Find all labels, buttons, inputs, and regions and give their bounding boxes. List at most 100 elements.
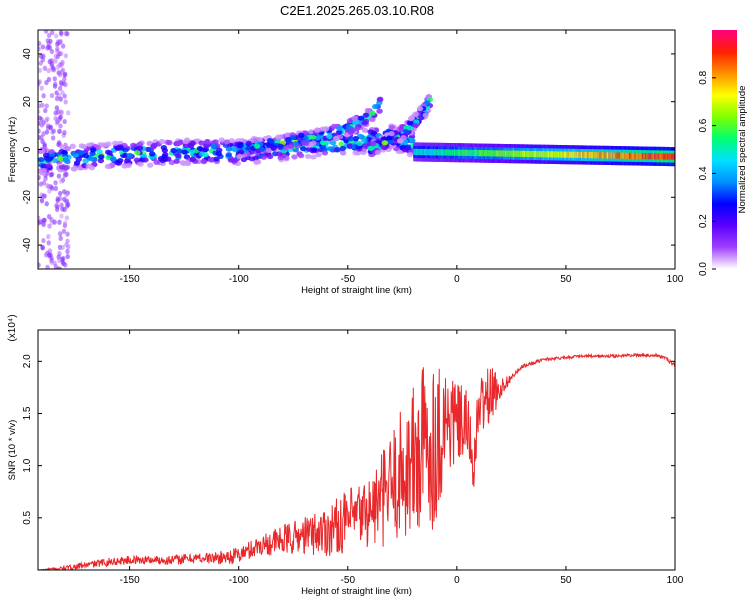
heatmap-cell [546,151,549,158]
heatmap-cell [635,152,638,160]
heatmap-cell [43,30,49,34]
heatmap-cell [253,159,260,165]
x-axis-label: Height of straight line (km) [301,586,412,597]
heatmap-cell [600,152,603,159]
heatmap-cell [466,149,470,156]
heatmap-cell [38,157,45,163]
heatmap-cell [147,162,154,168]
heatmap-cell [464,149,467,156]
heatmap-cell [62,220,68,226]
heatmap-cell [55,196,60,202]
heatmap-cell [334,147,342,153]
heatmap-cell [673,153,675,160]
heatmap-cell [260,154,268,160]
heatmap-cell [595,152,598,159]
heatmap-cell [82,153,90,159]
heatmap-cell [623,152,627,159]
heatmap-cell [65,248,70,254]
heatmap-cell [665,153,669,160]
heatmap-cell [58,123,63,129]
heatmap-cell [38,115,42,121]
heatmap-cell [63,82,68,88]
heatmap-cell [41,93,46,99]
heatmap-cell [557,151,560,158]
heatmap-cell [459,149,462,156]
heatmap-cell [558,151,561,158]
heatmap-cell [428,149,432,156]
heatmap-cell [575,151,578,158]
heatmap-cell [38,46,41,52]
heatmap-cell [61,228,67,234]
heatmap-cell [507,150,510,157]
heatmap-cell [38,103,42,109]
heatmap-cell [511,150,514,157]
heatmap-cell [47,252,52,258]
heatmap-cell [444,149,447,156]
heatmap-cell [412,122,419,128]
heatmap-cell [362,112,370,118]
y-tick-label: 2.0 [22,354,33,368]
heatmap-cell [386,135,393,141]
heatmap-cell [620,152,623,159]
colorbar-tick-label: 0.0 [698,262,709,276]
heatmap-cell [610,152,614,159]
heatmap-cell [56,128,62,135]
heatmap-cell [531,150,534,158]
heatmap-cell [60,43,66,49]
heatmap-cell [426,149,429,156]
heatmap-cell [601,152,604,159]
heatmap-cell [218,137,225,143]
heatmap-cell [346,143,353,149]
heatmap-cell [449,149,453,156]
heatmap-cell [533,150,536,158]
heatmap-cell [38,175,41,181]
heatmap-cell [237,142,244,149]
heatmap-cell [357,115,365,121]
heatmap-cell [657,153,661,160]
heatmap-cell [54,90,59,96]
heatmap-cell [41,222,46,228]
heatmap-cell [506,150,509,157]
heatmap-cell [39,122,45,128]
heatmap-cell [519,150,522,157]
heatmap-cell [60,206,65,212]
heatmap-cell [165,156,172,162]
heatmap-cell [45,116,50,122]
heatmap-cell [96,149,103,155]
heatmap-cell [282,145,289,151]
heatmap-cell [59,202,64,208]
heatmap-cell [55,46,60,52]
heatmap-cell [351,115,358,122]
heatmap-cell [69,143,76,149]
heatmap-cell [276,151,283,157]
colorbar-tick-label: 0.2 [698,214,709,228]
heatmap-cell [409,137,416,144]
heatmap-cell [618,152,621,159]
heatmap-cell [104,163,112,170]
heatmap-cell [603,152,606,159]
heatmap-cell [313,127,321,133]
heatmap-cell [606,152,610,159]
heatmap-cell [56,173,62,179]
heatmap-cell [150,144,157,150]
heatmap-cell [669,153,672,160]
heatmap-cell [661,153,665,160]
heatmap-cell [629,152,632,159]
heatmap-cell [50,65,56,71]
heatmap-cell [424,148,428,156]
heatmap-cell [617,152,620,159]
colorbar-gradient [712,30,737,269]
heatmap-cell [52,81,58,87]
heatmap-cell [62,118,67,125]
heatmap-cell [361,127,369,134]
heatmap-cell [170,148,177,154]
heatmap-cell [46,32,52,39]
heatmap-cell [274,134,282,140]
heatmap-cell [370,130,378,136]
heatmap-cell [562,151,565,158]
heatmap-cell [406,125,414,131]
heatmap-cell [579,151,582,159]
heatmap-cell [349,127,356,133]
heatmap-cell [482,150,485,157]
heatmap-cell [202,152,209,158]
